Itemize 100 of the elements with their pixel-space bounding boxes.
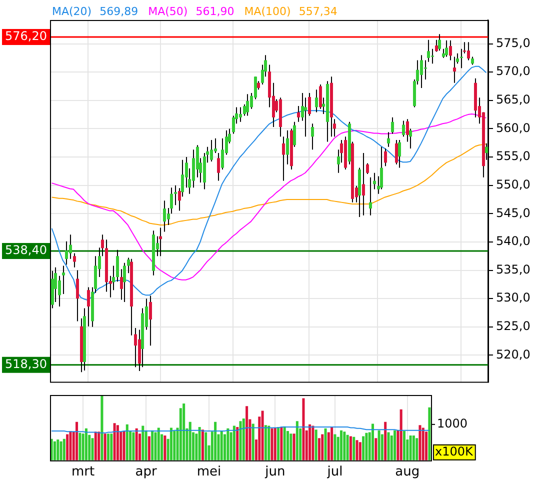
x-tick-label: apr bbox=[135, 464, 158, 480]
candlestick bbox=[62, 265, 65, 295]
candlestick bbox=[73, 252, 76, 268]
bar bbox=[286, 430, 289, 460]
bar bbox=[84, 428, 88, 460]
bar bbox=[402, 430, 406, 460]
candlestick bbox=[123, 262, 126, 302]
bar bbox=[157, 428, 160, 460]
bar bbox=[394, 430, 396, 460]
candlestick bbox=[163, 200, 166, 232]
bar bbox=[170, 428, 172, 460]
x-tick-label: jun bbox=[264, 464, 286, 480]
bar bbox=[98, 432, 100, 460]
candlestick bbox=[431, 48, 434, 64]
bar bbox=[277, 427, 280, 460]
bar bbox=[76, 422, 78, 460]
bar bbox=[358, 442, 362, 460]
bar bbox=[188, 422, 192, 460]
y-tick-label: 540,0 bbox=[496, 234, 530, 248]
bar bbox=[270, 428, 274, 460]
x-tick-label: jul bbox=[326, 464, 343, 480]
bar bbox=[318, 438, 320, 460]
bar bbox=[346, 434, 349, 460]
bar bbox=[330, 427, 334, 460]
candlestick bbox=[286, 130, 289, 165]
candlestick bbox=[387, 132, 390, 148]
candlestick bbox=[445, 40, 448, 58]
bar bbox=[151, 430, 154, 460]
bar bbox=[173, 430, 176, 460]
bar bbox=[371, 424, 374, 460]
y-tick-label: 535,0 bbox=[496, 262, 530, 276]
bar bbox=[274, 428, 276, 460]
bar bbox=[324, 428, 327, 460]
candlestick bbox=[453, 56, 456, 84]
candlestick bbox=[467, 42, 470, 61]
bar bbox=[409, 436, 412, 460]
candlestick bbox=[398, 140, 401, 168]
bar bbox=[362, 436, 365, 460]
y-tick-label: 560,0 bbox=[496, 120, 530, 135]
text: MA(100) bbox=[244, 5, 291, 18]
candlestick bbox=[369, 176, 372, 216]
bar bbox=[312, 426, 314, 460]
bar bbox=[292, 434, 296, 460]
bar bbox=[204, 432, 208, 460]
bar bbox=[226, 428, 230, 460]
bar bbox=[62, 438, 66, 460]
bar bbox=[132, 432, 135, 460]
candlestick bbox=[297, 106, 300, 122]
bar bbox=[283, 426, 286, 460]
x-tick-label: mei bbox=[196, 464, 222, 480]
candlestick bbox=[246, 94, 249, 116]
candlestick bbox=[58, 275, 61, 307]
bar bbox=[349, 436, 352, 460]
bar bbox=[400, 409, 402, 460]
candlestick bbox=[420, 54, 423, 88]
y-axis-title: x100K bbox=[435, 444, 474, 459]
bar bbox=[100, 395, 104, 460]
bar bbox=[261, 410, 264, 460]
bar bbox=[214, 422, 217, 460]
candlestick bbox=[449, 40, 452, 61]
y-tick-label: 520,0 bbox=[496, 347, 530, 362]
bar bbox=[66, 434, 69, 460]
bar bbox=[387, 432, 390, 460]
y-tick-label: 525,0 bbox=[496, 319, 530, 334]
bar bbox=[352, 436, 356, 460]
y-tick-label: 555,0 bbox=[496, 149, 530, 164]
bar bbox=[268, 426, 270, 460]
candlestick bbox=[174, 184, 177, 206]
bar bbox=[104, 434, 106, 460]
candlestick bbox=[134, 328, 137, 368]
ref-line-label: 576,20 bbox=[5, 29, 48, 44]
x-tick-label: aug bbox=[395, 464, 420, 480]
candlestick bbox=[395, 140, 398, 165]
bar bbox=[418, 425, 422, 460]
candlestick bbox=[192, 149, 195, 188]
text: 561,90 bbox=[196, 5, 234, 18]
bar bbox=[290, 434, 292, 460]
candlestick bbox=[282, 136, 285, 182]
y-tick-label: 545,0 bbox=[496, 206, 530, 220]
bar bbox=[56, 439, 60, 460]
candlestick bbox=[116, 249, 119, 282]
bar bbox=[106, 434, 110, 460]
bar bbox=[232, 426, 236, 460]
bar bbox=[148, 436, 150, 460]
y-tick-label: 565,0 bbox=[496, 92, 530, 107]
candlestick bbox=[76, 270, 79, 322]
bar bbox=[356, 440, 358, 460]
bar bbox=[412, 436, 415, 460]
text: 557,34 bbox=[298, 5, 338, 18]
bar bbox=[164, 436, 166, 460]
candlestick bbox=[149, 295, 152, 346]
bar bbox=[94, 432, 97, 460]
bar bbox=[182, 404, 186, 460]
text: 1000 bbox=[437, 416, 468, 431]
bar bbox=[302, 398, 305, 460]
candlestick bbox=[69, 234, 72, 260]
candlestick bbox=[65, 240, 68, 266]
candlestick bbox=[362, 152, 365, 216]
bar bbox=[314, 430, 318, 460]
bar bbox=[384, 422, 387, 460]
